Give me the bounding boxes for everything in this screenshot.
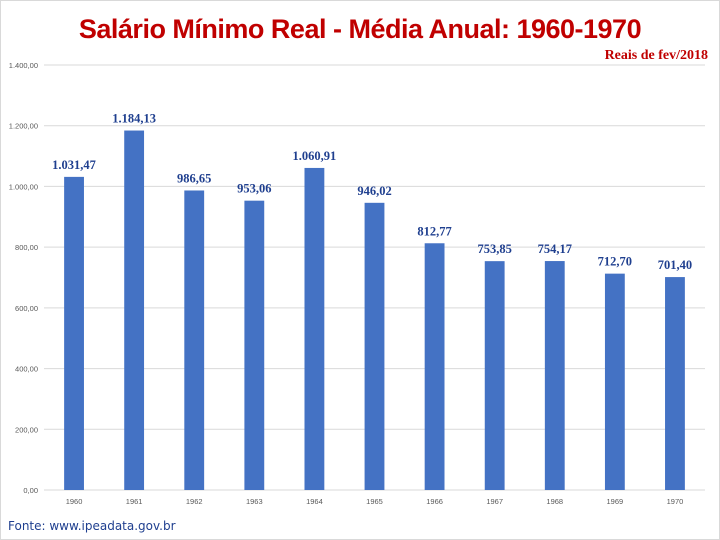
bar	[244, 200, 265, 490]
x-tick-label: 1960	[66, 497, 83, 506]
y-tick-label: 1.400,00	[9, 61, 38, 70]
chart-title: Salário Mínimo Real - Média Anual: 1960-…	[78, 14, 642, 44]
bar	[364, 202, 385, 490]
data-label: 712,70	[598, 255, 632, 269]
bar	[544, 261, 565, 490]
data-labels: 1.031,47 1.184,13 986,65 953,06 1.060,91 946,…	[52, 112, 692, 273]
x-tick-label: 1970	[667, 497, 684, 506]
y-tick-label: 200,00	[15, 425, 38, 434]
y-tick-label: 800,00	[15, 243, 38, 252]
y-axis: 0,00 200,00 400,00 600,00 800,00 1.000,00 1.20…	[9, 61, 38, 495]
x-tick-label: 1961	[126, 497, 143, 506]
data-label: 753,85	[477, 242, 511, 256]
y-tick-label: 400,00	[15, 365, 38, 374]
data-label: 986,65	[177, 171, 211, 185]
data-label: 701,40	[658, 258, 692, 272]
bar	[184, 190, 205, 490]
bars	[64, 130, 685, 490]
bar	[665, 277, 685, 490]
y-tick-label: 1.000,00	[9, 182, 38, 191]
data-label: 953,06	[237, 182, 271, 196]
x-tick-label: 1968	[546, 497, 563, 506]
bar	[604, 273, 625, 490]
x-tick-label: 1964	[306, 497, 323, 506]
source-note: Fonte: www.ipeadata.gov.br	[8, 519, 176, 533]
bar	[484, 261, 505, 490]
x-tick-label: 1965	[366, 497, 383, 506]
chart-subtitle: Reais de fev/2018	[604, 48, 708, 63]
data-label: 946,02	[357, 184, 391, 198]
y-tick-label: 1.200,00	[9, 122, 38, 131]
x-tick-label: 1963	[246, 497, 263, 506]
y-tick-label: 0,00	[23, 486, 38, 495]
bar	[424, 243, 445, 490]
x-tick-label: 1966	[426, 497, 443, 506]
data-label: 1.060,91	[293, 149, 337, 163]
bar	[124, 130, 145, 490]
x-tick-label: 1969	[607, 497, 624, 506]
data-label: 754,17	[538, 242, 572, 256]
y-tick-label: 600,00	[15, 304, 38, 313]
x-axis: 1960 1961 1962 1963 1964 1965 1966 1967 1968 1969…	[66, 497, 684, 506]
x-tick-label: 1967	[486, 497, 503, 506]
x-tick-label: 1962	[186, 497, 203, 506]
data-label: 1.031,47	[52, 158, 96, 172]
bar	[304, 167, 325, 490]
data-label: 812,77	[417, 224, 451, 238]
bar	[64, 176, 84, 490]
data-label: 1.184,13	[112, 112, 156, 126]
